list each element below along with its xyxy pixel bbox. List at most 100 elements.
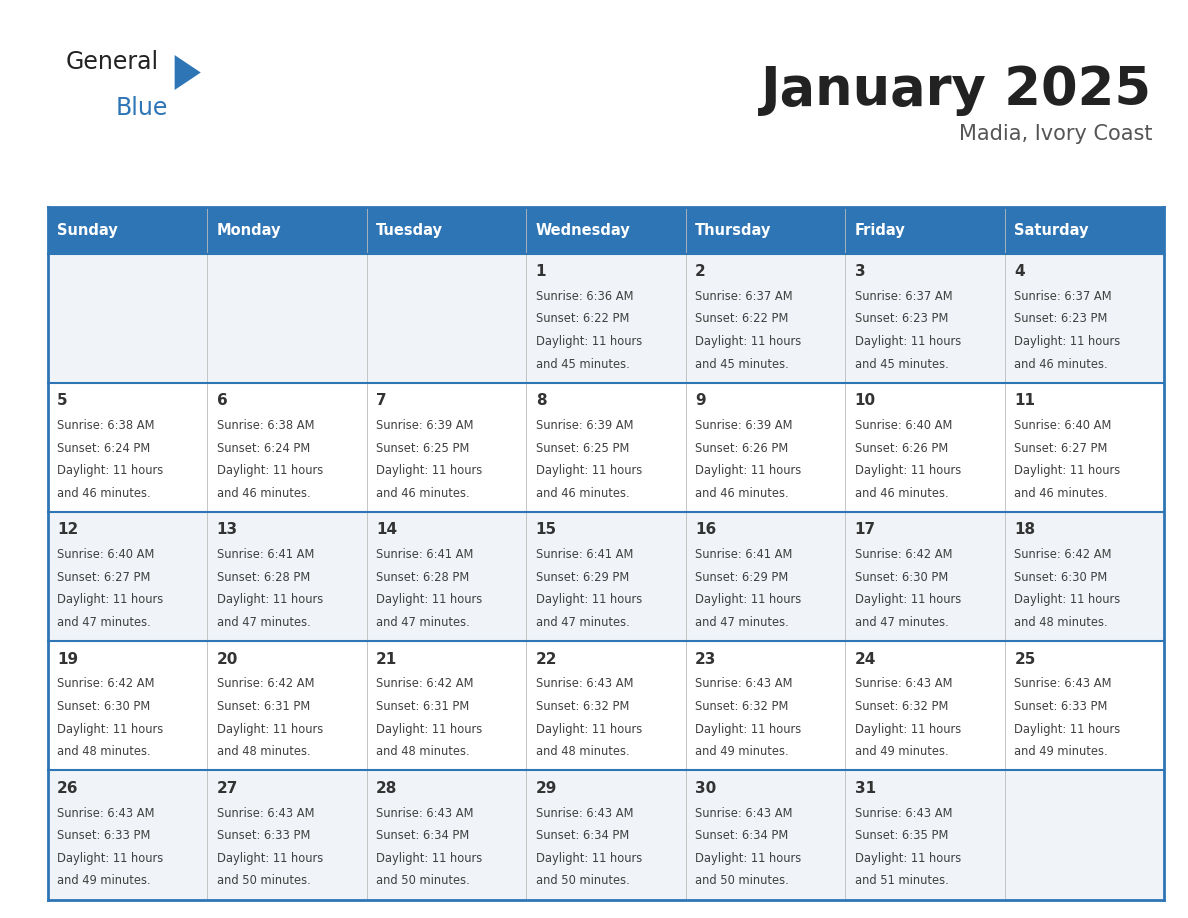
- Text: Sunset: 6:34 PM: Sunset: 6:34 PM: [536, 829, 628, 842]
- Text: 3: 3: [854, 264, 865, 279]
- Text: and 51 minutes.: and 51 minutes.: [854, 875, 948, 888]
- Bar: [48, 207, 207, 253]
- Text: Sunset: 6:31 PM: Sunset: 6:31 PM: [216, 700, 310, 713]
- Text: Sunrise: 6:38 AM: Sunrise: 6:38 AM: [57, 419, 154, 432]
- Text: 15: 15: [536, 522, 557, 537]
- Text: Sunset: 6:25 PM: Sunset: 6:25 PM: [377, 442, 469, 454]
- Text: and 48 minutes.: and 48 minutes.: [1015, 616, 1108, 629]
- Text: 1: 1: [536, 264, 546, 279]
- Bar: [685, 253, 845, 383]
- Text: Sunday: Sunday: [57, 223, 118, 238]
- Bar: [367, 642, 526, 770]
- Text: Sunrise: 6:42 AM: Sunrise: 6:42 AM: [377, 677, 474, 690]
- Text: Sunset: 6:29 PM: Sunset: 6:29 PM: [536, 571, 628, 584]
- Bar: [367, 383, 526, 512]
- Text: Thursday: Thursday: [695, 223, 771, 238]
- Text: Sunrise: 6:39 AM: Sunrise: 6:39 AM: [695, 419, 792, 432]
- Text: and 50 minutes.: and 50 minutes.: [695, 875, 789, 888]
- Bar: [48, 642, 207, 770]
- Bar: [685, 512, 845, 642]
- Text: Sunrise: 6:43 AM: Sunrise: 6:43 AM: [695, 807, 792, 820]
- Text: Sunset: 6:22 PM: Sunset: 6:22 PM: [536, 312, 630, 326]
- Text: and 46 minutes.: and 46 minutes.: [854, 487, 948, 500]
- Text: Sunset: 6:23 PM: Sunset: 6:23 PM: [1015, 312, 1107, 326]
- Text: 22: 22: [536, 652, 557, 666]
- Text: and 47 minutes.: and 47 minutes.: [695, 616, 789, 629]
- Text: 18: 18: [1015, 522, 1036, 537]
- Bar: [1005, 207, 1164, 253]
- Bar: [367, 770, 526, 900]
- Text: Sunset: 6:23 PM: Sunset: 6:23 PM: [854, 312, 948, 326]
- Text: Daylight: 11 hours: Daylight: 11 hours: [57, 722, 163, 735]
- Text: Daylight: 11 hours: Daylight: 11 hours: [216, 722, 323, 735]
- Text: and 50 minutes.: and 50 minutes.: [377, 875, 470, 888]
- Bar: [685, 207, 845, 253]
- Text: Daylight: 11 hours: Daylight: 11 hours: [695, 465, 802, 477]
- Bar: [48, 512, 207, 642]
- Text: Blue: Blue: [115, 96, 168, 120]
- Bar: [685, 770, 845, 900]
- Text: Sunrise: 6:43 AM: Sunrise: 6:43 AM: [854, 677, 953, 690]
- Text: 27: 27: [216, 781, 238, 796]
- Text: and 47 minutes.: and 47 minutes.: [854, 616, 948, 629]
- Text: Daylight: 11 hours: Daylight: 11 hours: [536, 335, 642, 348]
- Bar: [845, 383, 1005, 512]
- Text: Daylight: 11 hours: Daylight: 11 hours: [854, 465, 961, 477]
- Text: and 47 minutes.: and 47 minutes.: [216, 616, 310, 629]
- Text: Sunset: 6:33 PM: Sunset: 6:33 PM: [1015, 700, 1107, 713]
- Text: 12: 12: [57, 522, 78, 537]
- Bar: [207, 512, 367, 642]
- Text: Sunrise: 6:39 AM: Sunrise: 6:39 AM: [536, 419, 633, 432]
- Bar: [1005, 770, 1164, 900]
- Text: Sunrise: 6:43 AM: Sunrise: 6:43 AM: [1015, 677, 1112, 690]
- Text: Daylight: 11 hours: Daylight: 11 hours: [216, 593, 323, 607]
- Text: Sunset: 6:28 PM: Sunset: 6:28 PM: [216, 571, 310, 584]
- Text: 29: 29: [536, 781, 557, 796]
- Text: Sunrise: 6:43 AM: Sunrise: 6:43 AM: [695, 677, 792, 690]
- Text: Sunset: 6:30 PM: Sunset: 6:30 PM: [1015, 571, 1107, 584]
- Text: Daylight: 11 hours: Daylight: 11 hours: [377, 593, 482, 607]
- Text: Daylight: 11 hours: Daylight: 11 hours: [854, 722, 961, 735]
- Text: Sunset: 6:35 PM: Sunset: 6:35 PM: [854, 829, 948, 842]
- Text: and 46 minutes.: and 46 minutes.: [377, 487, 469, 500]
- Text: Sunset: 6:32 PM: Sunset: 6:32 PM: [695, 700, 789, 713]
- Text: Sunrise: 6:41 AM: Sunrise: 6:41 AM: [536, 548, 633, 561]
- Text: January 2025: January 2025: [762, 64, 1152, 117]
- Text: Daylight: 11 hours: Daylight: 11 hours: [854, 852, 961, 865]
- Text: and 47 minutes.: and 47 minutes.: [536, 616, 630, 629]
- Text: 17: 17: [854, 522, 876, 537]
- Text: and 48 minutes.: and 48 minutes.: [377, 745, 469, 758]
- Text: and 46 minutes.: and 46 minutes.: [1015, 358, 1108, 371]
- Text: and 49 minutes.: and 49 minutes.: [1015, 745, 1108, 758]
- Text: and 45 minutes.: and 45 minutes.: [854, 358, 948, 371]
- Text: 23: 23: [695, 652, 716, 666]
- Text: 28: 28: [377, 781, 398, 796]
- Text: 16: 16: [695, 522, 716, 537]
- Bar: [526, 253, 685, 383]
- Text: Sunset: 6:27 PM: Sunset: 6:27 PM: [1015, 442, 1107, 454]
- Text: Daylight: 11 hours: Daylight: 11 hours: [57, 852, 163, 865]
- Text: Sunset: 6:28 PM: Sunset: 6:28 PM: [377, 571, 469, 584]
- Text: and 48 minutes.: and 48 minutes.: [57, 745, 151, 758]
- Text: Sunset: 6:31 PM: Sunset: 6:31 PM: [377, 700, 469, 713]
- Text: Sunrise: 6:39 AM: Sunrise: 6:39 AM: [377, 419, 474, 432]
- Text: 19: 19: [57, 652, 78, 666]
- Text: and 46 minutes.: and 46 minutes.: [536, 487, 630, 500]
- Text: 10: 10: [854, 393, 876, 409]
- Text: Sunrise: 6:42 AM: Sunrise: 6:42 AM: [854, 548, 953, 561]
- Text: Sunrise: 6:43 AM: Sunrise: 6:43 AM: [536, 807, 633, 820]
- Bar: [207, 207, 367, 253]
- Text: and 45 minutes.: and 45 minutes.: [695, 358, 789, 371]
- Text: Saturday: Saturday: [1015, 223, 1088, 238]
- Text: 26: 26: [57, 781, 78, 796]
- Text: Sunrise: 6:42 AM: Sunrise: 6:42 AM: [1015, 548, 1112, 561]
- Text: Daylight: 11 hours: Daylight: 11 hours: [216, 465, 323, 477]
- Text: and 45 minutes.: and 45 minutes.: [536, 358, 630, 371]
- Bar: [845, 770, 1005, 900]
- Text: Daylight: 11 hours: Daylight: 11 hours: [1015, 335, 1120, 348]
- Bar: [48, 253, 207, 383]
- Text: 30: 30: [695, 781, 716, 796]
- Text: Sunrise: 6:43 AM: Sunrise: 6:43 AM: [854, 807, 953, 820]
- Text: Sunset: 6:25 PM: Sunset: 6:25 PM: [536, 442, 630, 454]
- Text: Sunset: 6:34 PM: Sunset: 6:34 PM: [695, 829, 789, 842]
